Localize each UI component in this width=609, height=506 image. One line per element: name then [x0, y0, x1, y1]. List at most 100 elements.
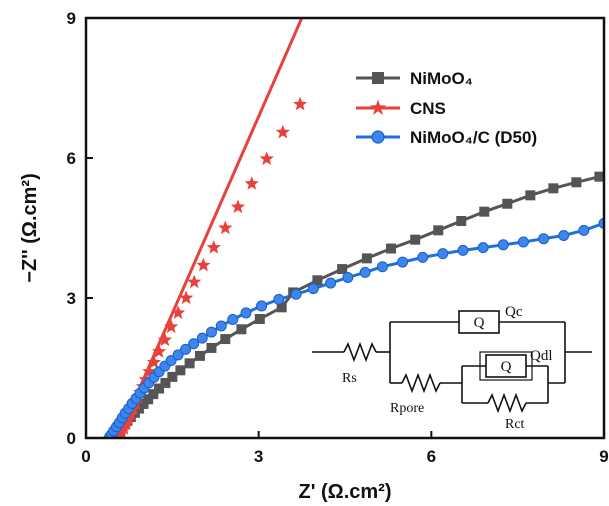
data-point-nimoo4-c — [240, 307, 252, 319]
data-point-nimoo4-c — [215, 320, 227, 332]
label-qc: Qc — [505, 304, 523, 320]
data-point-cns — [157, 332, 172, 347]
x-tick-label: 9 — [599, 447, 608, 466]
data-point-nimoo4-c — [273, 293, 285, 305]
data-point-cns — [206, 240, 221, 254]
resistor-rs — [343, 341, 377, 363]
y-axis-title: −Z'' (Ω.cm²) — [19, 173, 41, 282]
y-tick-label: 0 — [67, 429, 76, 448]
data-point-nimoo4 — [254, 314, 265, 324]
data-point-nimoo4-c — [359, 266, 371, 278]
data-point-cns — [259, 151, 274, 165]
data-point-nimoo4-c — [477, 242, 489, 254]
data-point-nimoo4 — [571, 177, 582, 188]
x-axis: 0 3 6 9 — [81, 431, 609, 466]
data-point-nimoo4 — [433, 225, 444, 236]
data-point-nimoo4 — [184, 358, 195, 369]
label-rpore: Rpore — [390, 401, 424, 416]
data-point-nimoo4-c — [180, 343, 192, 355]
data-point-nimoo4 — [386, 243, 397, 254]
data-point-nimoo4 — [502, 198, 513, 209]
data-point-cns — [230, 199, 246, 214]
legend-marker-circle — [371, 130, 385, 144]
data-point-nimoo4-c — [578, 224, 590, 236]
data-point-nimoo4-c — [205, 326, 217, 338]
data-point-nimoo4-c — [307, 283, 319, 295]
legend-label-nimoo4-c: NiMoO₄/C (D50) — [410, 128, 537, 147]
series-line-nimoo4 — [109, 175, 600, 438]
label-q-inner: Q — [501, 359, 512, 375]
data-point-nimoo4 — [594, 171, 604, 182]
label-rs: Rs — [342, 371, 357, 386]
data-point-nimoo4-c — [227, 313, 239, 325]
data-point-nimoo4-c — [342, 271, 354, 283]
data-point-nimoo4 — [525, 190, 536, 201]
data-point-nimoo4-c — [397, 256, 409, 268]
data-point-nimoo4-c — [497, 239, 509, 251]
data-point-nimoo4 — [206, 342, 217, 353]
data-point-nimoo4 — [194, 350, 205, 361]
x-tick-label: 3 — [254, 447, 263, 466]
y-tick-label: 3 — [67, 289, 76, 308]
data-point-nimoo4-c — [538, 233, 550, 245]
data-point-cns — [146, 354, 161, 369]
data-point-nimoo4 — [175, 365, 186, 376]
x-tick-label: 6 — [427, 447, 436, 466]
legend-label-cns: CNS — [410, 99, 446, 118]
data-point-nimoo4 — [160, 377, 171, 388]
data-point-cns — [187, 274, 202, 289]
data-point-nimoo4-c — [290, 288, 302, 300]
data-point-nimoo4 — [167, 371, 178, 382]
y-axis: 0 3 6 9 — [67, 9, 93, 448]
data-point-nimoo4 — [410, 234, 421, 245]
data-point-nimoo4-c — [437, 248, 449, 260]
data-point-nimoo4-c — [457, 244, 469, 256]
data-point-nimoo4-c — [517, 236, 529, 248]
data-point-nimoo4 — [154, 383, 165, 394]
data-point-nimoo4-c — [256, 300, 268, 312]
label-rct: Rct — [505, 417, 525, 432]
legend-item-nimoo4-c: NiMoO₄/C (D50) — [356, 128, 537, 147]
x-axis-title: Z' (Ω.cm²) — [298, 481, 391, 503]
equivalent-circuit-inset — [312, 310, 592, 414]
series-line-nimoo4-c — [107, 221, 604, 438]
plot-frame — [84, 16, 606, 440]
data-point-nimoo4 — [220, 334, 231, 345]
data-point-nimoo4 — [361, 253, 372, 264]
series-layer — [103, 18, 604, 438]
resistor-rpore — [401, 372, 441, 394]
legend-marker-star — [369, 99, 387, 115]
legend-marker-square — [372, 72, 384, 84]
data-point-nimoo4-c — [417, 251, 429, 263]
data-point-nimoo4 — [456, 216, 467, 226]
data-point-cns — [123, 407, 138, 421]
data-point-nimoo4 — [148, 389, 159, 400]
label-qdl: Qdl — [530, 348, 553, 364]
data-point-cns — [293, 96, 308, 111]
legend: NiMoO₄ CNS NiMoO₄/C (D50) — [356, 69, 537, 147]
data-point-nimoo4-c — [376, 261, 388, 273]
data-point-nimoo4 — [143, 394, 154, 405]
data-point-nimoo4 — [312, 275, 323, 286]
legend-item-nimoo4: NiMoO₄ — [356, 69, 473, 88]
data-point-nimoo4 — [337, 264, 348, 275]
legend-item-cns: CNS — [356, 99, 446, 118]
data-point-cns — [196, 257, 211, 272]
data-point-nimoo4-c — [188, 338, 200, 350]
data-point-cns — [179, 290, 194, 305]
data-point-nimoo4-c — [196, 332, 208, 344]
data-point-cns — [244, 176, 259, 190]
data-point-nimoo4 — [276, 302, 287, 313]
y-tick-label: 6 — [67, 149, 76, 168]
data-point-nimoo4-c — [172, 349, 184, 361]
data-point-cns — [275, 124, 290, 139]
data-point-nimoo4 — [236, 324, 247, 335]
label-q-top: Q — [474, 315, 485, 331]
data-point-cns — [171, 305, 186, 319]
data-point-nimoo4 — [479, 206, 490, 217]
data-point-cns — [142, 364, 157, 378]
resistor-rct — [487, 392, 527, 414]
data-point-nimoo4 — [548, 183, 559, 194]
data-point-nimoo4-c — [558, 229, 570, 241]
